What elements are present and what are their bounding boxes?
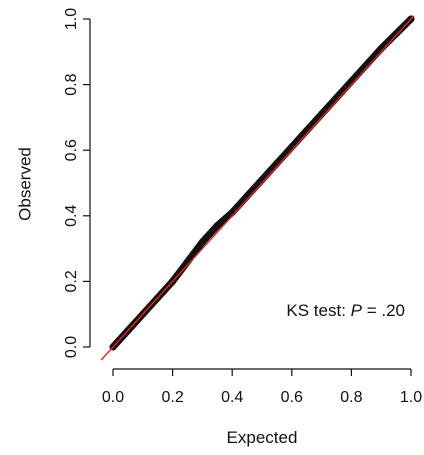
x-axis-label: Expected: [227, 428, 298, 447]
x-tick-label: 0.6: [281, 389, 303, 406]
y-tick-label: 0.4: [63, 205, 80, 227]
x-tick-label: 1.0: [400, 389, 422, 406]
data-point: [198, 238, 206, 246]
ks-test-annotation: KS test: P = .20: [286, 301, 405, 320]
data-point: [213, 222, 221, 230]
x-tick-label: 0.0: [102, 389, 124, 406]
reference-line-y-equals-x: [100, 15, 415, 361]
y-tick-label: 0.6: [63, 139, 80, 161]
x-tick-label: 0.2: [161, 389, 183, 406]
y-axis-label: Observed: [15, 147, 34, 221]
axes: 0.0 0.2 0.4 0.6 0.8 1.0 0.0 0.2 0.4 0.6 0.8 1.0: [63, 8, 422, 406]
y-tick-label: 0.2: [63, 270, 80, 292]
reference-line: [100, 15, 415, 361]
y-tick-label: 0.0: [63, 336, 80, 358]
annotation-variable: P: [351, 301, 363, 320]
data-point: [392, 30, 400, 38]
x-tick-label: 0.4: [221, 389, 243, 406]
y-tick-label: 1.0: [63, 8, 80, 30]
x-tick-label: 0.8: [340, 389, 362, 406]
y-tick-label: 0.8: [63, 73, 80, 95]
annotation-prefix: KS test:: [286, 301, 350, 320]
annotation-suffix: = .20: [362, 301, 405, 320]
